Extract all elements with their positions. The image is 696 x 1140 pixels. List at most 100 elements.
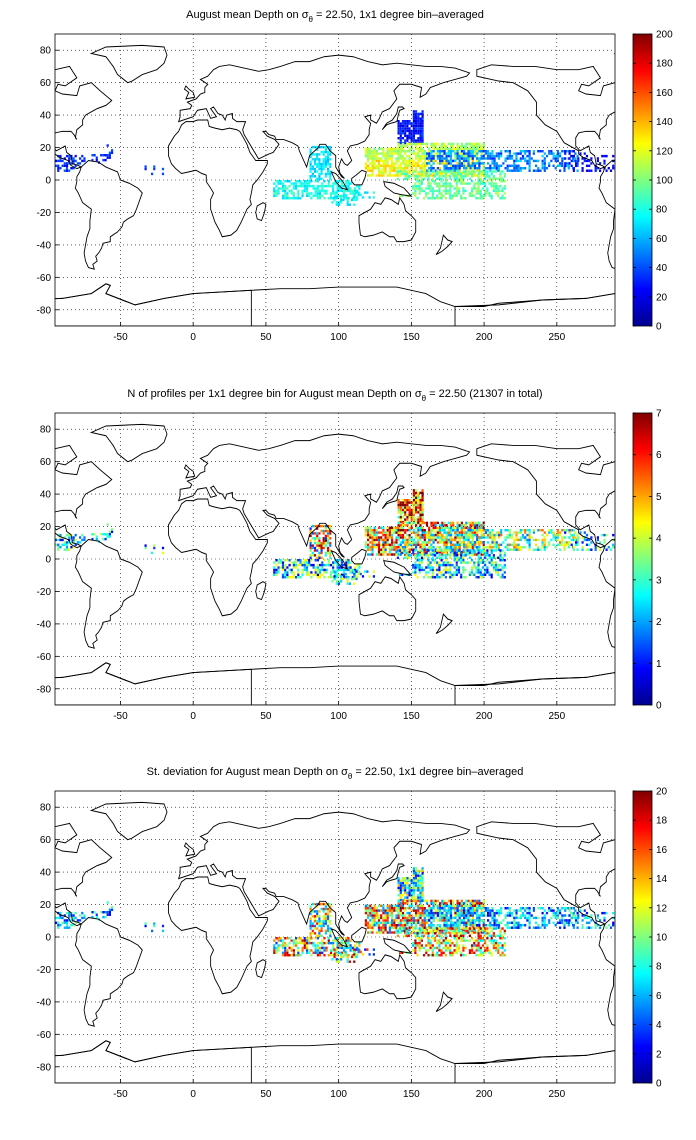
data-cell [401,894,405,897]
data-cell [397,167,400,170]
data-cell [314,192,317,195]
data-cell [449,142,453,146]
data-cell [463,162,466,165]
data-cell [399,501,402,504]
data-cell [420,927,423,930]
data-cell [506,548,509,551]
data-cell [491,152,494,155]
data-cell [369,526,372,530]
data-cell [508,548,511,551]
data-cell [465,899,468,903]
data-cell [322,544,325,547]
data-cell [358,563,361,567]
data-cell [404,164,407,168]
data-cell [401,499,405,502]
data-cell [81,533,84,537]
data-cell [457,559,461,562]
data-cell [416,934,419,938]
data-cell [407,556,410,560]
data-cell [471,573,474,577]
data-cell [421,533,424,537]
data-cell [391,533,394,537]
data-cell [311,546,314,550]
data-cell [414,192,417,195]
data-cell [481,559,485,562]
data-cell [419,886,422,890]
data-cell [403,934,406,938]
data-cell [415,494,418,497]
data-cell [433,182,437,185]
data-cell [489,164,492,168]
data-cell [471,546,474,549]
data-cell [404,162,407,165]
data-cell [441,541,444,544]
data-cell [324,551,327,555]
data-cell [412,521,415,525]
data-cell [443,524,446,527]
data-cell [313,158,317,161]
data-cell [310,563,313,567]
data-cell [605,548,608,551]
data-cell [367,909,370,912]
data-cell [453,180,456,183]
data-cell [511,921,514,925]
data-cell [428,157,431,160]
data-cell [449,538,453,542]
data-cell [382,529,385,532]
data-cell [521,154,525,158]
data-cell [417,501,420,504]
data-cell [438,549,441,552]
data-cell [309,163,312,166]
data-cell [444,549,447,552]
data-cell [355,198,358,202]
data-cell [434,909,437,912]
data-cell [449,170,452,173]
data-cell [436,939,439,942]
data-cell [412,874,415,877]
data-cell [318,542,321,545]
data-cell [367,536,370,539]
data-cell [406,529,409,532]
data-cell [388,154,391,158]
data-cell [327,155,330,159]
data-cell [438,576,441,579]
data-cell [439,171,442,175]
data-cell [460,175,463,178]
data-cell [329,524,332,528]
data-cell [353,196,356,199]
data-cell [499,180,502,183]
data-cell [382,164,385,168]
data-cell [541,907,544,910]
data-cell [417,538,420,542]
data-cell [373,543,376,547]
data-cell [552,921,555,925]
data-cell [561,543,564,547]
data-cell [491,911,494,915]
data-cell [484,561,487,564]
data-cell [407,177,410,181]
data-cell [329,145,332,149]
data-cell [351,577,354,581]
data-cell [396,556,399,560]
data-cell [59,538,62,542]
data-cell [371,926,374,929]
data-cell [463,171,466,175]
data-cell [530,157,533,160]
data-cell [563,169,566,172]
data-cell [532,150,535,153]
data-cell [295,576,298,579]
data-cell [353,187,357,190]
data-cell [297,568,300,572]
data-cell [570,154,573,158]
data-cell [489,548,492,551]
data-cell [508,536,511,539]
data-cell [480,145,483,148]
data-cell [452,526,455,530]
data-cell [324,542,327,545]
data-cell [423,541,426,544]
data-cell [444,571,447,574]
data-cell [489,154,492,158]
data-cell [401,159,405,163]
data-cell [475,568,478,572]
data-cell [441,533,444,537]
